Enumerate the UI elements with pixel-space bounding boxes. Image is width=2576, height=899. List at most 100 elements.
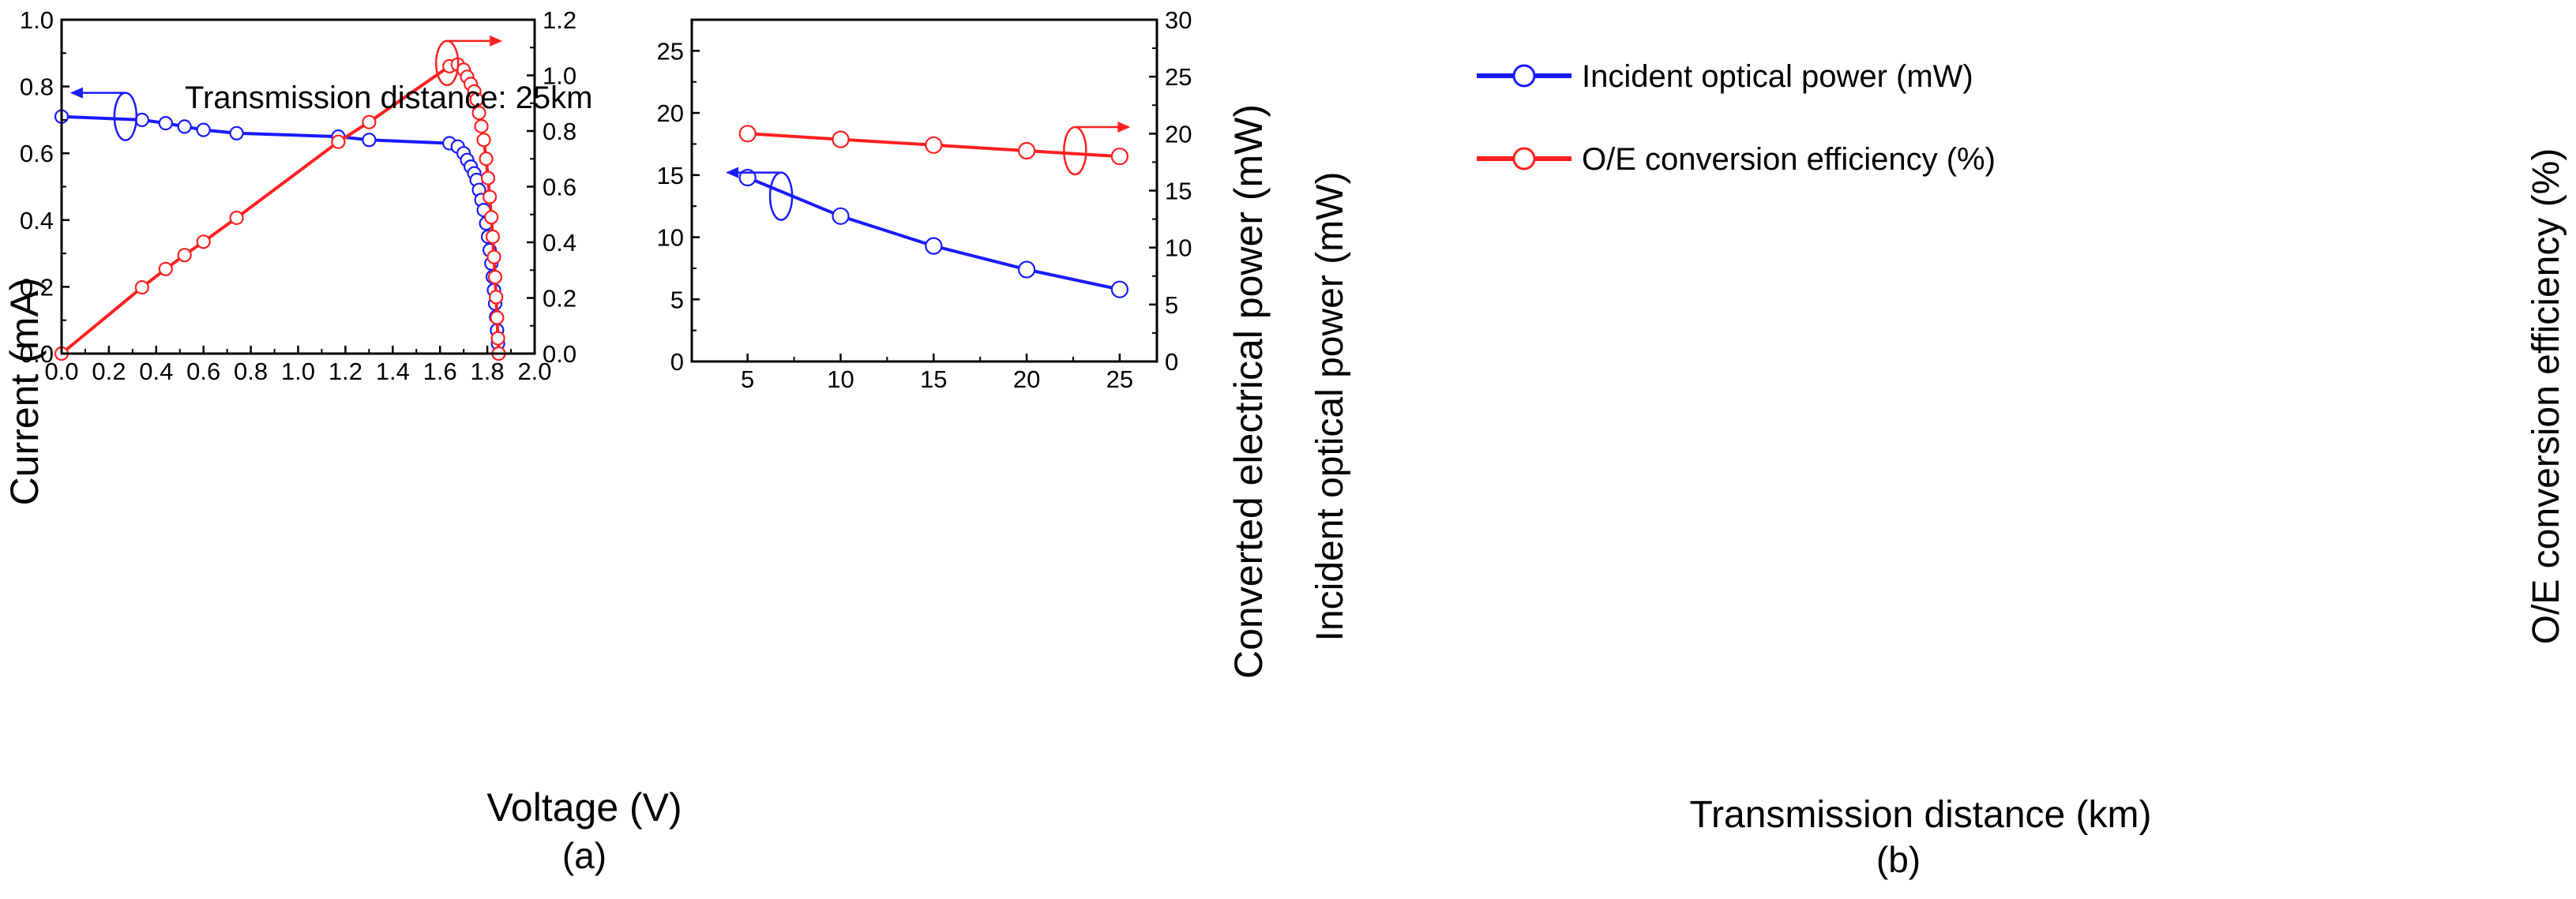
data-point-current [229, 125, 244, 140]
panel-a-left-tick-label: 0.4 [20, 207, 54, 234]
data-point-incident-optical-power-mw [1110, 280, 1129, 298]
panel-b-left-tick-label: 5 [670, 286, 684, 313]
panel-b-right-tick-label: 5 [1165, 291, 1178, 319]
panel-b-left-tick-label: 10 [657, 224, 684, 252]
panel-b-right-tick-label: 25 [1165, 63, 1192, 91]
data-point-converted-electrical-power [485, 229, 501, 245]
panel-a-right-tick-label: 0.0 [543, 340, 576, 368]
panel-b-x-tick-label: 15 [920, 365, 947, 393]
indicator-arrowhead-incident-optical-power-mw [726, 167, 739, 178]
data-point-current [362, 133, 377, 148]
data-point-converted-electrical-power [229, 210, 244, 226]
panel-a-left-tick-label: 0.0 [20, 340, 54, 368]
panel-a-annotation: Transmission distance: 25km [185, 81, 592, 115]
data-point-incident-optical-power-mw [1017, 260, 1036, 279]
panel-b-left-tick-label: 20 [657, 99, 684, 127]
panel-a-x-axis-title: Voltage (V) [486, 785, 682, 830]
data-point-o-e-conversion-efficiency [1017, 141, 1036, 160]
panel-b-caption: (b) [1876, 839, 1921, 880]
panel-a-x-tick-label: 0.0 [44, 358, 78, 385]
panel-a-right-tick-label: 1.2 [543, 6, 576, 34]
panel-a-x-tick-label: 1.0 [281, 358, 315, 385]
indicator-oval-current [113, 92, 138, 141]
data-point-converted-electrical-power [480, 170, 496, 185]
panel-b-left-tick-label: 0 [670, 348, 684, 376]
legend-label-incident-optical-power: Incident optical power (mW) [1582, 59, 1973, 94]
panel-a-x-tick-label: 0.2 [92, 358, 126, 385]
panel-a-x-tick-label: 0.8 [234, 358, 268, 385]
data-point-o-e-conversion-efficiency [1110, 148, 1129, 166]
panel-b-right-tick-label: 20 [1165, 120, 1192, 148]
panel-b: 5 10 15 20 25 0 5 10 15 20 25 0 5 10 15 20 25 30 Incident… [657, 6, 2567, 880]
panel-a-right-tick-label: 0.6 [543, 174, 576, 201]
panel-a-caption: (a) [562, 835, 606, 876]
panel-a-x-tick-label: 1.8 [471, 358, 505, 385]
data-point-converted-electrical-power [134, 280, 149, 295]
data-point-converted-electrical-power [331, 134, 346, 149]
indicator-arrowhead-current [69, 87, 83, 99]
data-point-converted-electrical-power [482, 189, 498, 204]
panel-a: 0.0 0.2 0.4 0.6 0.8 1.0 1.2 1.4 1.6 1.8 2.00.00.20… [2, 6, 1271, 876]
panel-a-right-tick-label: 0.4 [543, 229, 576, 257]
series-line-current [61, 114, 501, 354]
data-point-current [177, 119, 192, 134]
panel-a-x-tick-label: 1.2 [329, 358, 362, 385]
data-point-converted-electrical-power [177, 248, 192, 263]
data-point-o-e-conversion-efficiency [738, 125, 757, 143]
panel-a-x-tick-label: 0.6 [186, 358, 220, 385]
panel-b-x-tick-label: 20 [1013, 365, 1040, 393]
data-point-converted-electrical-power [476, 133, 491, 148]
panel-b-right-axis-title: O/E conversion efficiency (%) [2525, 148, 2567, 645]
panel-a-left-tick-label: 0.6 [20, 140, 54, 167]
panel-b-right-tick-label: 30 [1165, 6, 1192, 34]
panel-b-x-axis-title: Transmission distance (km) [1689, 794, 2151, 836]
data-point-current [196, 122, 211, 137]
data-point-converted-electrical-power [362, 114, 377, 129]
data-point-current [158, 116, 173, 131]
data-point-converted-electrical-power [486, 249, 501, 264]
panel-b-x-tick-label: 5 [741, 365, 754, 393]
data-point-converted-electrical-power [490, 331, 505, 346]
panel-b-left-tick-label: 15 [657, 162, 684, 189]
data-point-converted-electrical-power [487, 270, 503, 285]
panel-a-left-tick-label: 0.2 [20, 273, 54, 301]
data-point-converted-electrical-power [489, 290, 504, 305]
data-point-incident-optical-power-mw [738, 168, 757, 187]
panel-a-left-axis-title: Current (mA) [2, 278, 47, 506]
indicator-oval-o-e-conversion-efficiency [1063, 125, 1087, 176]
panel-b-plot-frame [690, 18, 1158, 363]
indicator-arrowhead-converted-electrical-power [490, 35, 503, 47]
panel-a-right-tick-label: 0.2 [543, 285, 576, 313]
data-point-incident-optical-power-mw [832, 207, 850, 225]
panel-b-right-tick-label: 15 [1165, 178, 1192, 205]
data-point-current [134, 112, 149, 127]
panel-a-left-tick-label: 0.8 [20, 73, 54, 101]
series-line-incident-optical-power-mw [746, 176, 1121, 291]
panel-b-right-tick-label: 10 [1165, 234, 1192, 262]
panel-b-legend: Incident optical power (mW) O/E conversi… [1477, 59, 1996, 177]
panel-a-x-tick-label: 2.0 [517, 358, 551, 385]
panel-a-left-tick-label: 1.0 [20, 6, 54, 34]
data-point-incident-optical-power-mw [925, 237, 943, 255]
panel-b-x-tick-label: 10 [827, 365, 854, 393]
panel-b-left-tick-label: 25 [657, 37, 684, 65]
data-point-converted-electrical-power [196, 234, 211, 249]
data-point-converted-electrical-power [479, 152, 494, 167]
indicator-arrowhead-o-e-conversion-efficiency [1117, 121, 1131, 133]
data-point-converted-electrical-power [490, 310, 505, 325]
panel-a-right-axis-title: Converted electrical power (mW) [1226, 104, 1271, 679]
panel-a-right-tick-label: 0.8 [543, 118, 576, 145]
panel-a-x-tick-label: 1.4 [376, 358, 410, 385]
data-point-converted-electrical-power [471, 106, 486, 121]
data-point-o-e-conversion-efficiency [832, 130, 850, 148]
legend-marker-incident-optical-power [1512, 64, 1536, 88]
data-point-converted-electrical-power [469, 92, 484, 107]
data-point-o-e-conversion-efficiency [925, 136, 943, 154]
panel-a-x-tick-label: 1.6 [423, 358, 457, 385]
data-point-converted-electrical-power [158, 261, 173, 276]
panel-b-x-tick-label: 25 [1106, 365, 1133, 393]
legend-marker-oe-conversion-efficiency [1512, 147, 1536, 170]
panel-b-right-tick-label: 0 [1165, 348, 1178, 376]
panel-a-right-tick-label: 1.0 [543, 62, 576, 90]
